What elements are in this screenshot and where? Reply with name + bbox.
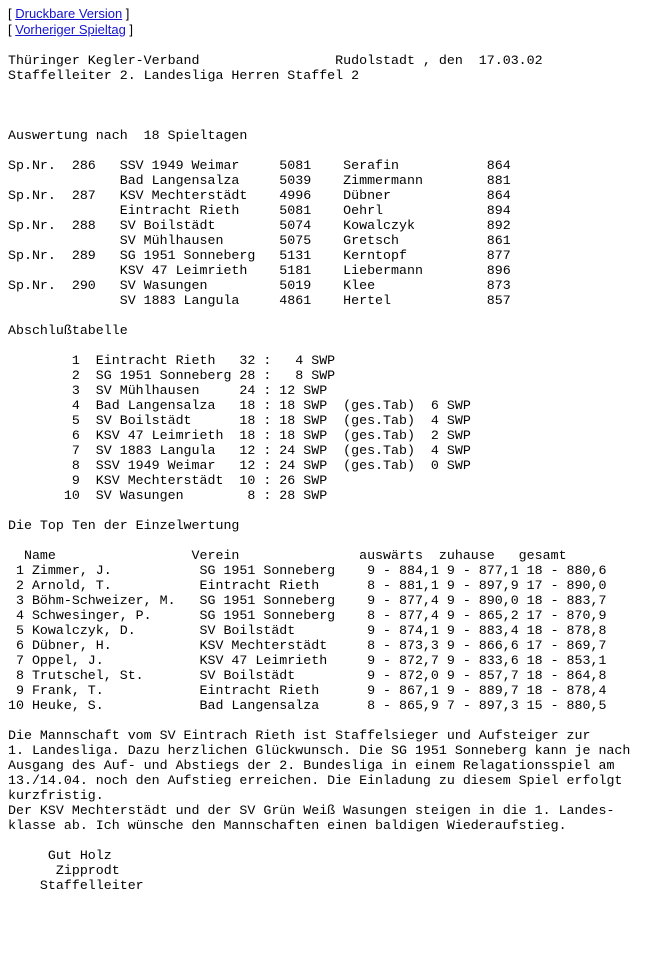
final-table-row: 7 SV 1883 Langula 12 : 24 SWP (ges.Tab) … [8, 443, 471, 458]
final-table-row: 4 Bad Langensalza 18 : 18 SWP (ges.Tab) … [8, 398, 471, 413]
top-ten-header-row: Name Verein auswärts zuhause gesamt [8, 548, 567, 563]
spacer [8, 833, 666, 848]
top-ten-row: 10 Heuke, S. Bad Langensalza 8 - 865,9 7… [8, 698, 607, 713]
match-line: Sp.Nr. 290 SV Wasungen 5019 Klee 873 [8, 278, 511, 293]
closing-paragraph-line: 1. Landesliga. Dazu herzlichen Glückwuns… [8, 743, 631, 758]
top-ten-row: 2 Arnold, T. Eintracht Rieth 8 - 881,1 9… [8, 578, 607, 593]
signoff-greeting: Gut Holz [8, 848, 112, 863]
top-ten-row: 1 Zimmer, J. SG 1951 Sonneberg 9 - 884,1… [8, 563, 607, 578]
bracket-close: ] [122, 6, 130, 21]
spacer [8, 503, 666, 518]
final-table-row: 2 SG 1951 Sonneberg 28 : 8 SWP [8, 368, 336, 383]
document-page: [ Druckbare Version ] [ Vorheriger Spiel… [8, 6, 666, 893]
spacer [8, 38, 666, 53]
final-table-row: 3 SV Mühlhausen 24 : 12 SWP [8, 383, 328, 398]
spacer [8, 338, 666, 353]
top-ten-row: 4 Schwesinger, P. SG 1951 Sonneberg 8 - … [8, 608, 607, 623]
closing-paragraph-line: kurzfristig. [8, 788, 104, 803]
match-line: Sp.Nr. 287 KSV Mechterstädt 4996 Dübner … [8, 188, 511, 203]
top-ten-row: 8 Trutschel, St. SV Boilstädt 9 - 872,0 … [8, 668, 607, 683]
final-table-row: 8 SSV 1949 Weimar 12 : 24 SWP (ges.Tab) … [8, 458, 471, 473]
bracket-open: [ [8, 22, 16, 37]
signoff-name: Zipprodt [8, 863, 120, 878]
top-ten-heading: Die Top Ten der Einzelwertung [8, 518, 240, 533]
closing-paragraph-line: Der KSV Mechterstädt und der SV Grün Wei… [8, 803, 615, 818]
match-line: Sp.Nr. 289 SG 1951 Sonneberg 5131 Kernto… [8, 248, 511, 263]
report-body: Thüringer Kegler-Verband Rudolstadt , de… [8, 38, 666, 893]
final-table-row: 1 Eintracht Rieth 32 : 4 SWP [8, 353, 336, 368]
bracket-close: ] [125, 22, 134, 37]
nav-printable-version: [ Druckbare Version ] [8, 6, 666, 22]
top-ten-row: 3 Böhm-Schweizer, M. SG 1951 Sonneberg 9… [8, 593, 607, 608]
signoff-role: Staffelleiter [8, 878, 144, 893]
final-table-row: 6 KSV 47 Leimrieth 18 : 18 SWP (ges.Tab)… [8, 428, 471, 443]
closing-paragraph-line: 13./14.04. noch den Aufstieg erreichen. … [8, 773, 623, 788]
role-header-line: Staffelleiter 2. Landesliga Herren Staff… [8, 68, 360, 83]
spacer [8, 143, 666, 158]
final-table-row: 10 SV Wasungen 8 : 28 SWP [8, 488, 328, 503]
match-line: SV 1883 Langula 4861 Hertel 857 [8, 293, 511, 308]
closing-paragraph-line: Die Mannschaft vom SV Eintrach Rieth ist… [8, 728, 591, 743]
closing-paragraph-line: klasse ab. Ich wünsche den Mannschaften … [8, 818, 567, 833]
spacer [8, 308, 666, 323]
match-line: Sp.Nr. 286 SSV 1949 Weimar 5081 Serafin … [8, 158, 511, 173]
top-ten-row: 6 Dübner, H. KSV Mechterstädt 8 - 873,3 … [8, 638, 607, 653]
spacer [8, 713, 666, 728]
spacer [8, 98, 666, 113]
nav-previous-matchday: [ Vorheriger Spieltag ] [8, 22, 666, 38]
top-ten-row: 5 Kowalczyk, D. SV Boilstädt 9 - 874,1 9… [8, 623, 607, 638]
spacer [8, 533, 666, 548]
evaluation-heading: Auswertung nach 18 Spieltagen [8, 128, 248, 143]
bracket-open: [ [8, 6, 16, 21]
spacer [8, 113, 666, 128]
final-table-row: 9 KSV Mechterstädt 10 : 26 SWP [8, 473, 328, 488]
match-line: Bad Langensalza 5039 Zimmermann 881 [8, 173, 511, 188]
top-ten-row: 7 Oppel, J. KSV 47 Leimrieth 9 - 872,7 9… [8, 653, 607, 668]
final-table-heading: Abschlußtabelle [8, 323, 128, 338]
closing-paragraph-line: Ausgang des Auf- und Abstiegs der 2. Bun… [8, 758, 615, 773]
match-line: Eintracht Rieth 5081 Oehrl 894 [8, 203, 511, 218]
printable-version-link[interactable]: Druckbare Version [15, 6, 123, 21]
match-line: SV Mühlhausen 5075 Gretsch 861 [8, 233, 511, 248]
spacer [8, 83, 666, 98]
previous-matchday-link[interactable]: Vorheriger Spieltag [15, 22, 126, 37]
top-ten-row: 9 Frank, T. Eintracht Rieth 9 - 867,1 9 … [8, 683, 607, 698]
match-line: Sp.Nr. 288 SV Boilstädt 5074 Kowalczyk 8… [8, 218, 511, 233]
match-line: KSV 47 Leimrieth 5181 Liebermann 896 [8, 263, 511, 278]
final-table-row: 5 SV Boilstädt 18 : 18 SWP (ges.Tab) 4 S… [8, 413, 471, 428]
org-header-line: Thüringer Kegler-Verband Rudolstadt , de… [8, 53, 543, 68]
